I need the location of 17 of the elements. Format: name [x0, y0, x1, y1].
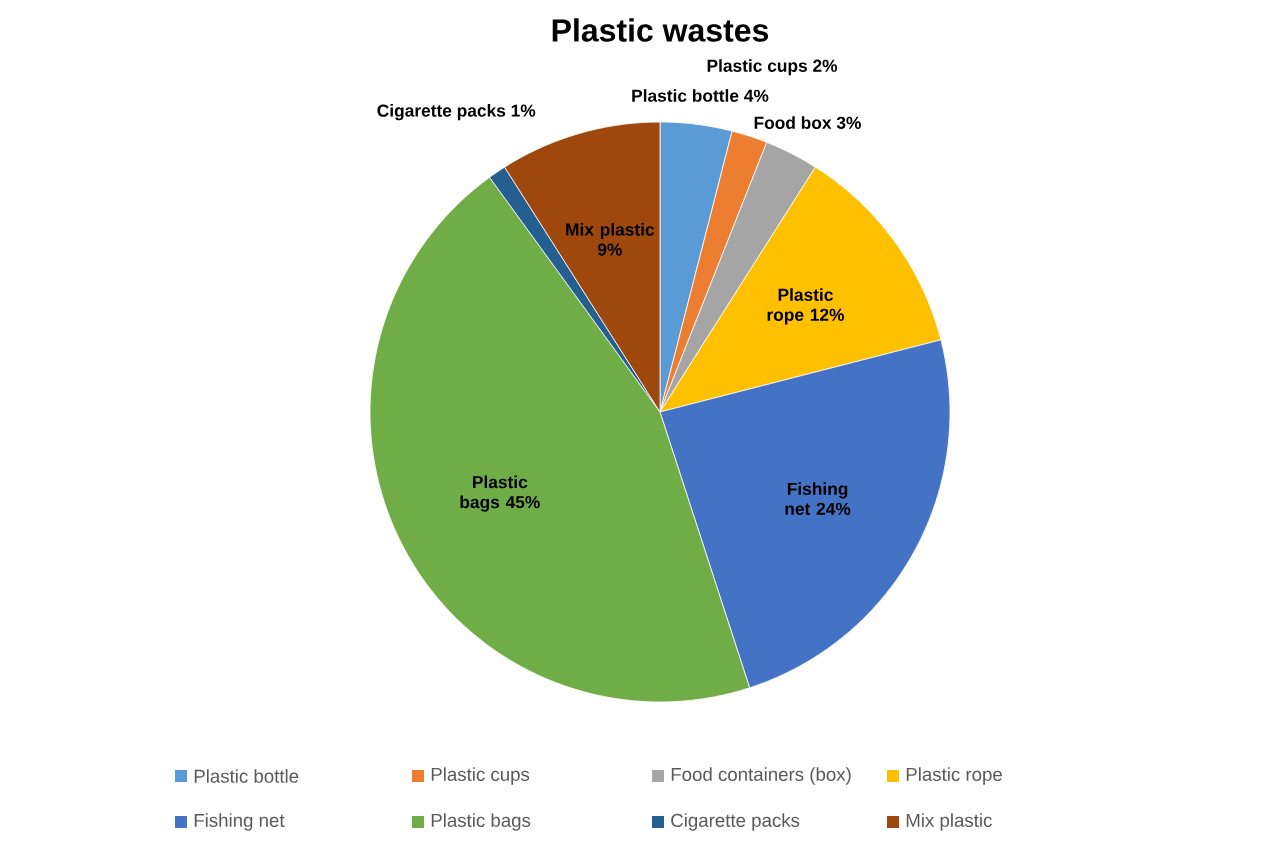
legend-label: Cigarette packs: [671, 813, 800, 831]
legend-label: Food containers (box): [671, 767, 851, 785]
data-label: Food box 3%: [754, 116, 861, 129]
data-label: Cigarette packs 1%: [377, 104, 536, 121]
chart-title: Plastic wastes: [552, 18, 769, 42]
legend-label: Plastic cups: [431, 767, 530, 785]
legend-label: Plastic bottle: [194, 769, 299, 783]
legend-label: Plastic rope: [906, 767, 1002, 785]
data-label: Plastic cups 2%: [707, 59, 838, 76]
legend-label: Fishing net: [194, 813, 285, 831]
legend-label: Plastic bags: [431, 813, 531, 831]
data-label: Plastic bottle 4%: [632, 89, 769, 102]
data-label: Plastic bags 45%: [460, 475, 540, 512]
data-label: Plastic rope 12%: [767, 288, 845, 325]
data-label: Fishing net 24%: [785, 482, 851, 515]
legend-label: Mix plastic: [906, 813, 992, 831]
data-label: Mix plastic 9%: [566, 222, 655, 256]
